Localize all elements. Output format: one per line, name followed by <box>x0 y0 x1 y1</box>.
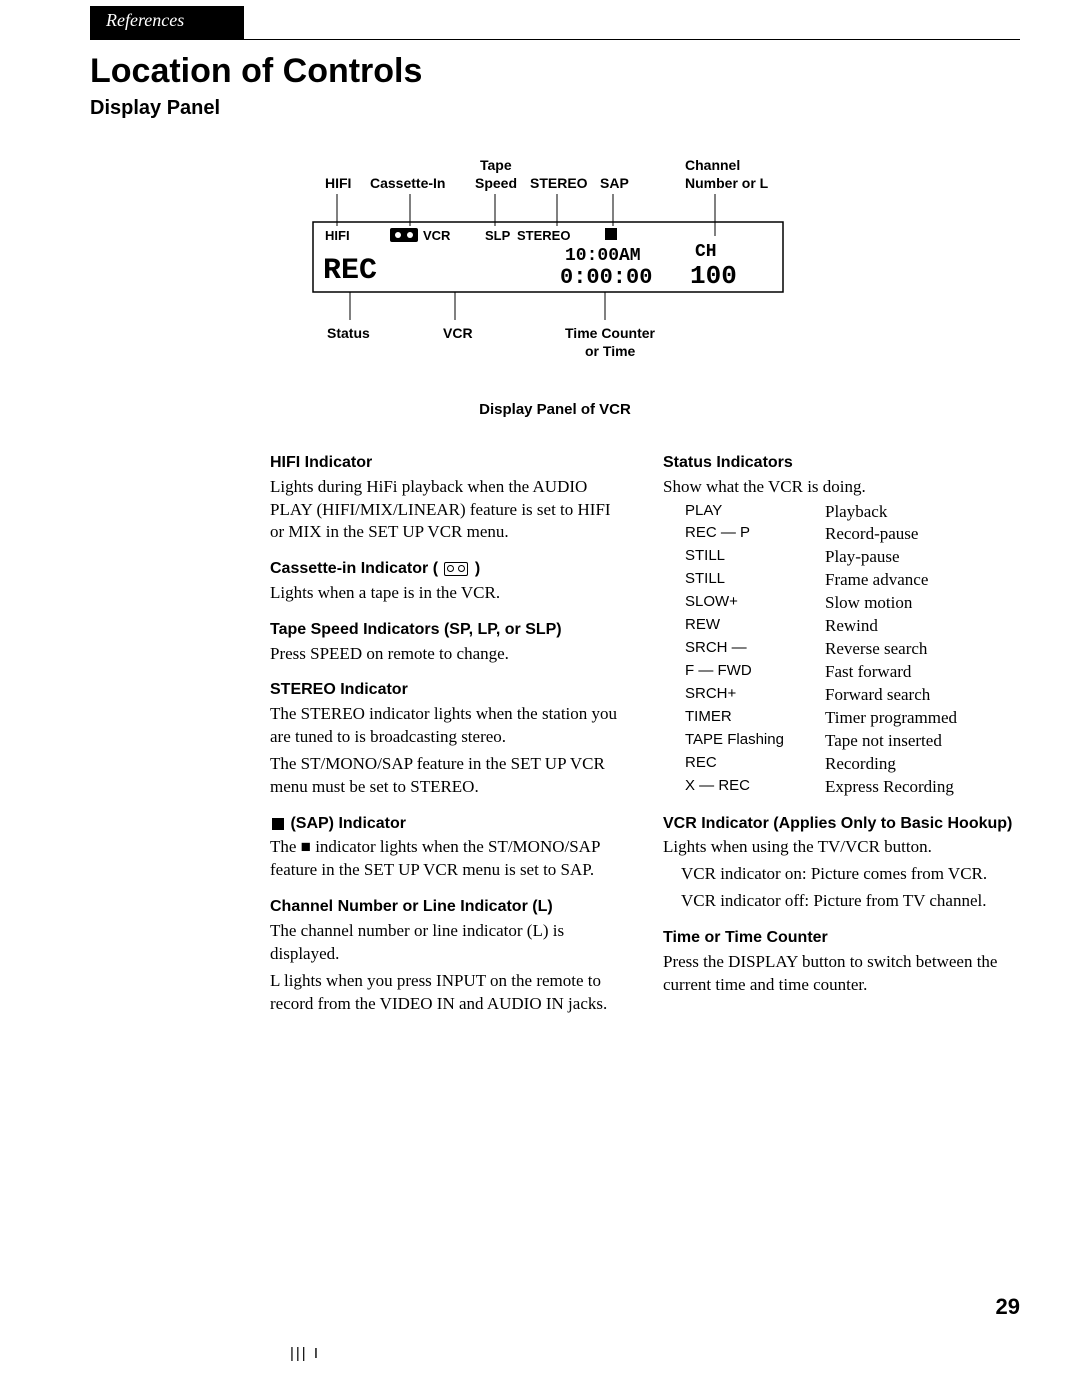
section-tab: References <box>90 6 244 39</box>
label-channel1: Channel <box>685 157 740 173</box>
status-code: F — FWD <box>685 661 825 684</box>
sap-head-text: (SAP) Indicator <box>286 815 406 832</box>
status-desc: Play-pause <box>825 546 900 569</box>
label-time2: or Time <box>585 343 636 359</box>
status-code: PLAY <box>685 501 825 524</box>
status-row: RECRecording <box>685 753 1020 776</box>
panel-stereo: STEREO <box>517 228 570 243</box>
status-desc: Fast forward <box>825 661 911 684</box>
display-panel-diagram: HIFI Cassette-In Tape Speed STEREO SAP C… <box>90 148 1020 373</box>
status-code: SRCH+ <box>685 684 825 707</box>
stereo-indicator-body1: The STEREO indicator lights when the sta… <box>270 703 627 749</box>
channel-indicator-body2: L lights when you press INPUT on the rem… <box>270 970 627 1016</box>
status-code: STILL <box>685 546 825 569</box>
status-row: SLOW+Slow motion <box>685 592 1020 615</box>
status-desc: Playback <box>825 501 887 524</box>
hifi-indicator-body: Lights during HiFi playback when the AUD… <box>270 476 627 545</box>
status-code: REC — P <box>685 523 825 546</box>
label-hifi: HIFI <box>325 175 351 191</box>
status-row: F — FWDFast forward <box>685 661 1020 684</box>
status-desc: Forward search <box>825 684 930 707</box>
status-row: STILLPlay-pause <box>685 546 1020 569</box>
label-cassette-in: Cassette-In <box>370 175 445 191</box>
cassette-icon <box>444 562 468 576</box>
time-counter-head: Time or Time Counter <box>663 927 1020 949</box>
panel-status-seg: REC <box>323 254 377 288</box>
sap-indicator-body: The ■ indicator lights when the ST/MONO/… <box>270 836 627 882</box>
left-column: HIFI Indicator Lights during HiFi playba… <box>270 452 627 1020</box>
label-stereo: STEREO <box>530 175 588 191</box>
status-row: SRCH+Forward search <box>685 684 1020 707</box>
label-channel2: Number or L <box>685 175 769 191</box>
status-desc: Express Recording <box>825 776 954 799</box>
label-time1: Time Counter <box>565 325 656 341</box>
panel-sap-square <box>605 228 617 240</box>
sap-square-icon <box>272 818 284 830</box>
status-row: REC — PRecord-pause <box>685 523 1020 546</box>
panel-time-bot: 0:00:00 <box>560 265 652 290</box>
right-column: Status Indicators Show what the VCR is d… <box>663 452 1020 1020</box>
header-rule <box>90 39 1020 40</box>
panel-time-top: 10:00AM <box>565 246 641 266</box>
status-code: SRCH — <box>685 638 825 661</box>
label-tape: Tape <box>480 157 512 173</box>
time-counter-body: Press the DISPLAY button to switch betwe… <box>663 951 1020 997</box>
page-title: Location of Controls <box>90 52 1020 91</box>
stereo-indicator-head: STEREO Indicator <box>270 679 627 701</box>
panel-chan-ch: CH <box>695 242 717 262</box>
tape-speed-body: Press SPEED on remote to change. <box>270 643 627 666</box>
channel-indicator-body1: The channel number or line indicator (L)… <box>270 920 627 966</box>
panel-chan-num: 100 <box>690 261 737 291</box>
vcr-indicator-body2: VCR indicator on: Picture comes from VCR… <box>681 863 1020 886</box>
status-code: TIMER <box>685 707 825 730</box>
status-desc: Reverse search <box>825 638 927 661</box>
cassette-head-suffix: ) <box>470 560 480 577</box>
status-row: STILLFrame advance <box>685 569 1020 592</box>
page-number: 29 <box>996 1294 1020 1320</box>
status-code: REC <box>685 753 825 776</box>
vcr-indicator-body1: Lights when using the TV/VCR button. <box>663 836 1020 859</box>
panel-slp: SLP <box>485 228 511 243</box>
status-indicators-intro: Show what the VCR is doing. <box>663 476 1020 499</box>
status-code: STILL <box>685 569 825 592</box>
footer-marks: ||| I <box>290 1345 320 1362</box>
cassette-indicator-body: Lights when a tape is in the VCR. <box>270 582 627 605</box>
status-code: SLOW+ <box>685 592 825 615</box>
status-desc: Timer programmed <box>825 707 957 730</box>
status-desc: Recording <box>825 753 896 776</box>
status-row: SRCH —Reverse search <box>685 638 1020 661</box>
status-code: TAPE Flashing <box>685 730 825 753</box>
panel-hifi: HIFI <box>325 228 350 243</box>
status-desc: Rewind <box>825 615 878 638</box>
status-desc: Slow motion <box>825 592 912 615</box>
status-desc: Record-pause <box>825 523 918 546</box>
tape-speed-head: Tape Speed Indicators (SP, LP, or SLP) <box>270 619 627 641</box>
label-speed: Speed <box>475 175 517 191</box>
hifi-indicator-head: HIFI Indicator <box>270 452 627 474</box>
label-sap: SAP <box>600 175 629 191</box>
status-indicator-list: PLAYPlaybackREC — PRecord-pauseSTILLPlay… <box>685 501 1020 799</box>
stereo-indicator-body2: The ST/MONO/SAP feature in the SET UP VC… <box>270 753 627 799</box>
page-subtitle: Display Panel <box>90 97 1020 120</box>
status-row: PLAYPlayback <box>685 501 1020 524</box>
label-status: Status <box>327 325 370 341</box>
cassette-indicator-head: Cassette-in Indicator ( ) <box>270 558 627 580</box>
status-indicators-head: Status Indicators <box>663 452 1020 474</box>
status-row: TIMERTimer programmed <box>685 707 1020 730</box>
status-code: REW <box>685 615 825 638</box>
channel-indicator-head: Channel Number or Line Indicator (L) <box>270 896 627 918</box>
vcr-indicator-head: VCR Indicator (Applies Only to Basic Hoo… <box>663 813 1020 835</box>
sap-indicator-head: (SAP) Indicator <box>270 813 627 835</box>
status-row: X — RECExpress Recording <box>685 776 1020 799</box>
status-desc: Tape not inserted <box>825 730 942 753</box>
label-vcr: VCR <box>443 325 473 341</box>
status-desc: Frame advance <box>825 569 928 592</box>
status-row: REWRewind <box>685 615 1020 638</box>
cassette-head-prefix: Cassette-in Indicator ( <box>270 560 442 577</box>
vcr-indicator-body3: VCR indicator off: Picture from TV chann… <box>681 890 1020 913</box>
status-code: X — REC <box>685 776 825 799</box>
diagram-caption: Display Panel of VCR <box>90 401 1020 418</box>
status-row: TAPE FlashingTape not inserted <box>685 730 1020 753</box>
panel-vcr-text: VCR <box>423 228 451 243</box>
